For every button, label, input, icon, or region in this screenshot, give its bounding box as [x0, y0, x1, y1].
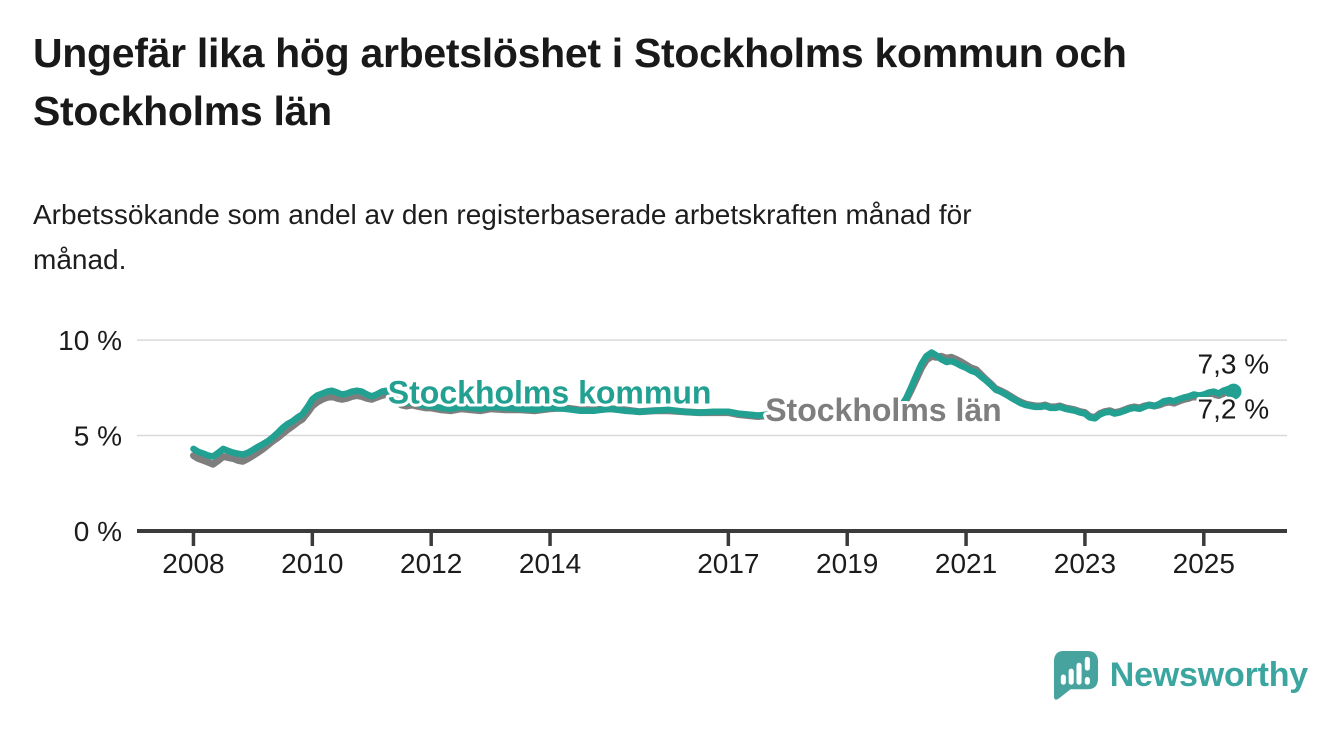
- y-axis-label-10pct: 10 %: [58, 325, 122, 356]
- newsworthy-logo-icon: [1053, 651, 1098, 700]
- x-axis-label-2008: 2008: [162, 548, 224, 579]
- newsworthy-logo[interactable]: Newsworthy: [1052, 650, 1308, 701]
- series-end-dot-stockholms-kommun: [1225, 383, 1242, 400]
- x-axis-label-2010: 2010: [281, 548, 343, 579]
- x-axis-label-2012: 2012: [400, 548, 462, 579]
- x-axis-label-2017: 2017: [697, 548, 759, 579]
- line-stockholms-kommun-segment-2: [898, 349, 1237, 422]
- chart-header: Ungefär lika hög arbetslöshet i Stockhol…: [33, 24, 1313, 140]
- newsworthy-logo-text: Newsworthy: [1109, 656, 1308, 694]
- chart-title-line-2: Stockholms län: [33, 88, 332, 135]
- y-axis-label-0pct: 0 %: [74, 516, 122, 547]
- chart-subtitle-line-1: Arbetssökande som andel av den registerb…: [33, 199, 972, 230]
- end-value-label-stockholms-lan: 7,2 %: [1198, 394, 1270, 425]
- x-axis-label-2023: 2023: [1054, 548, 1116, 579]
- x-axis-label-2025: 2025: [1173, 548, 1235, 579]
- x-axis-label-2014: 2014: [519, 548, 581, 579]
- chart-title: Ungefär lika hög arbetslöshet i Stockhol…: [33, 24, 1313, 140]
- chart-subtitle: Arbetssökande som andel av den registerb…: [33, 192, 1253, 283]
- chart-title-line-1: Ungefär lika hög arbetslöshet i Stockhol…: [33, 30, 1127, 76]
- x-axis-label-2021: 2021: [935, 548, 997, 579]
- y-axis-label-5pct: 5 %: [74, 421, 122, 452]
- series-label-stockholms-lan: Stockholms län: [765, 392, 1002, 428]
- x-axis-label-2019: 2019: [816, 548, 878, 579]
- line-stockholms-kommun-segment-1: [190, 387, 772, 460]
- chart-subtitle-line-2: månad.: [33, 244, 127, 276]
- series-label-stockholms-kommun: Stockholms kommun: [388, 375, 712, 411]
- end-value-label-stockholms-kommun: 7,3 %: [1198, 349, 1270, 380]
